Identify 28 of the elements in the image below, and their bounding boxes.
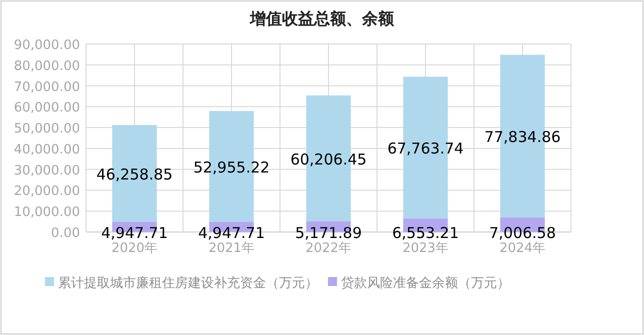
data-label: 4,947.71 <box>198 224 265 242</box>
data-label: 4,947.71 <box>101 224 168 242</box>
chart-title: 增值收益总额、余额 <box>249 9 395 28</box>
x-tick-label: 2023年 <box>402 241 449 256</box>
x-tick-label: 2022年 <box>305 241 352 256</box>
x-tick-label: 2020年 <box>111 241 158 256</box>
x-tick-label: 2021年 <box>208 241 255 256</box>
y-tick-label: 90,000.00 <box>14 38 80 53</box>
y-tick-label: 10,000.00 <box>14 205 80 220</box>
y-tick-label: 50,000.00 <box>14 122 80 137</box>
data-label: 5,171.89 <box>295 224 362 242</box>
legend-label: 累计提取城市廉租住房建设补充资金（万元） <box>58 275 318 291</box>
data-label: 46,258.85 <box>96 165 173 184</box>
data-label: 7,006.58 <box>489 224 556 242</box>
x-tick-label: 2024年 <box>499 241 546 256</box>
y-tick-label: 70,000.00 <box>14 80 80 95</box>
y-tick-label: 30,000.00 <box>14 163 80 178</box>
y-tick-label: 20,000.00 <box>14 184 80 200</box>
data-label: 52,955.22 <box>193 158 270 176</box>
y-tick-label: 80,000.00 <box>14 58 80 74</box>
y-tick-label: 60,000.00 <box>14 100 80 116</box>
data-label: 60,206.45 <box>290 150 367 168</box>
legend-label: 贷款风险准备金余额（万元） <box>341 276 510 291</box>
y-tick-label: 40,000.00 <box>14 142 80 158</box>
y-tick-label: 0.00 <box>51 226 80 241</box>
data-label: 67,763.74 <box>387 140 464 158</box>
data-label: 77,834.86 <box>484 128 561 146</box>
data-label: 6,553.21 <box>392 224 459 242</box>
